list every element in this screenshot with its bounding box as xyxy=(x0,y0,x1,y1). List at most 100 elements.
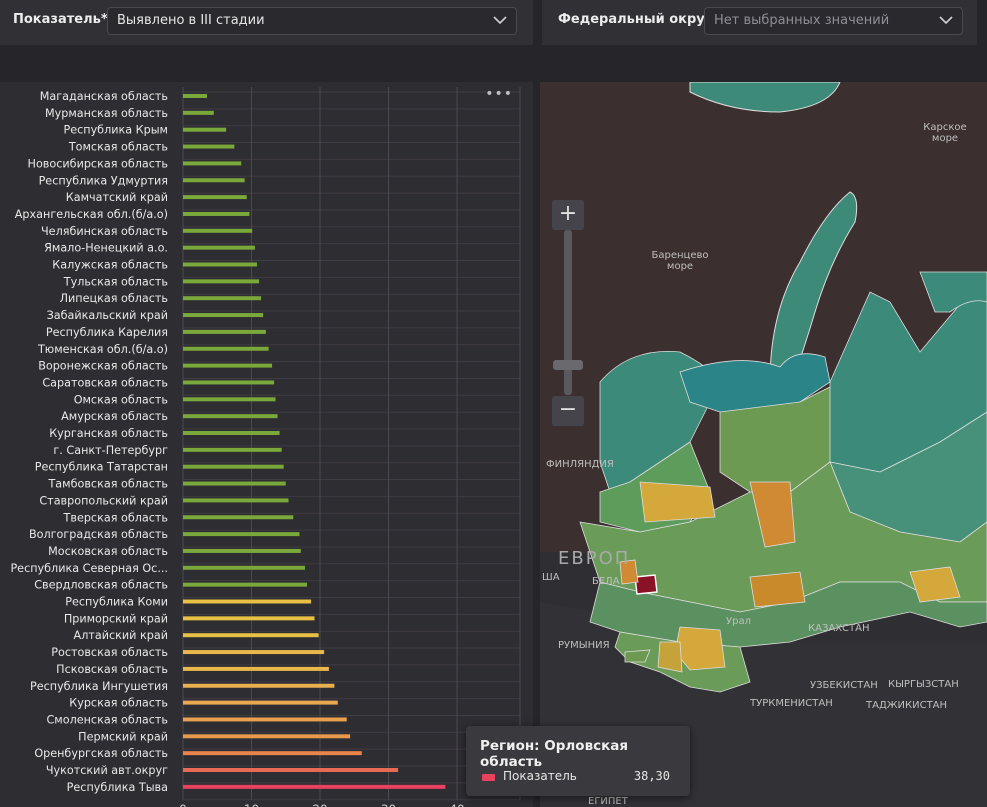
bar[interactable] xyxy=(183,414,278,419)
map-label-egypt: ЕГИПЕТ xyxy=(588,796,628,807)
bar[interactable] xyxy=(183,498,289,503)
district-select[interactable]: Нет выбранных значений xyxy=(704,7,963,35)
bar[interactable] xyxy=(183,279,260,284)
more-menu-icon[interactable]: ••• xyxy=(485,86,513,102)
bar[interactable] xyxy=(183,329,266,334)
bar[interactable] xyxy=(183,211,250,216)
category-label: Псковская область xyxy=(56,663,168,676)
bar[interactable] xyxy=(183,633,319,638)
region-orenburg xyxy=(749,571,806,608)
indicator-select-value: Выявлено в III стадии xyxy=(117,13,265,28)
x-tick-label: 30 xyxy=(381,803,396,807)
x-tick-label: 20 xyxy=(312,803,327,807)
category-label: Тверская область xyxy=(63,511,168,524)
bar[interactable] xyxy=(183,683,335,688)
bar[interactable] xyxy=(183,127,227,132)
category-label: Республика Тыва xyxy=(67,781,168,794)
category-label: Пермский край xyxy=(78,730,168,743)
bar[interactable] xyxy=(183,94,207,98)
category-label: Забайкальский край xyxy=(47,309,168,322)
bar[interactable] xyxy=(183,700,338,705)
bar[interactable] xyxy=(183,397,276,402)
region-crimea xyxy=(624,649,651,663)
bar[interactable] xyxy=(183,380,275,385)
region-nenets xyxy=(679,353,831,413)
category-label: Свердловская область xyxy=(34,579,168,592)
category-label: Ростовская область xyxy=(51,646,168,659)
category-label: Омская область xyxy=(74,393,168,406)
bar[interactable] xyxy=(183,262,257,267)
category-label: Республика Ингушетия xyxy=(30,680,168,693)
region-arkhangelsk-yellow xyxy=(639,481,716,523)
bar[interactable] xyxy=(183,565,305,570)
bar[interactable] xyxy=(183,447,282,452)
category-label: Амурская область xyxy=(61,410,168,423)
bar[interactable] xyxy=(183,532,300,537)
map-label-bela: БЕЛА xyxy=(592,576,620,587)
bar[interactable] xyxy=(183,616,315,621)
bar[interactable] xyxy=(183,245,255,250)
bar[interactable] xyxy=(183,515,294,520)
bar[interactable] xyxy=(183,784,446,789)
bar[interactable] xyxy=(183,296,262,301)
category-label: Магаданская область xyxy=(40,90,168,103)
chevron-down-icon xyxy=(939,16,953,25)
bar[interactable] xyxy=(183,161,242,166)
category-label: Республика Северная Ос... xyxy=(10,562,168,575)
category-label: Челябинская область xyxy=(41,225,168,238)
category-label: Чукотский авт.округ xyxy=(46,764,168,777)
bar[interactable] xyxy=(183,228,253,233)
bar[interactable] xyxy=(183,666,329,671)
map-label-uzbekistan: УЗБЕКИСТАН xyxy=(810,680,878,691)
region-kursk xyxy=(619,559,639,585)
bar[interactable] xyxy=(183,599,312,604)
indicator-filter-bar: Показатель* Выявлено в III стадии xyxy=(0,0,533,45)
bar[interactable] xyxy=(183,110,214,115)
bar[interactable] xyxy=(183,431,280,435)
region-map[interactable]: Карское море Баренцево море ФИНЛЯНДИЯ ЕВ… xyxy=(540,82,987,807)
bar[interactable] xyxy=(183,178,245,183)
bar[interactable] xyxy=(183,346,269,351)
category-label: Саратовская область xyxy=(42,376,168,389)
region-altai xyxy=(909,566,961,603)
category-label: Курская область xyxy=(69,697,168,710)
bar[interactable] xyxy=(183,144,235,149)
bar[interactable] xyxy=(183,582,307,587)
bar[interactable] xyxy=(183,650,325,655)
category-label: Алтайский край xyxy=(74,629,168,642)
chevron-down-icon xyxy=(493,16,507,25)
bar-chart-panel: 0 10 20 30 40 Магаданская область Мурманская о… xyxy=(0,82,533,807)
map-label-kazakhstan: КАЗАХСТАН xyxy=(808,623,870,634)
category-label: Смоленская область xyxy=(46,713,168,726)
category-label: Московская область xyxy=(48,545,168,558)
zoom-in-button[interactable]: + xyxy=(552,200,584,230)
category-label: Республика Татарстан xyxy=(35,461,168,474)
category-label: Тюменская обл.(б/а.о) xyxy=(37,343,168,356)
bar[interactable] xyxy=(183,313,264,318)
x-tick-label: 0 xyxy=(179,803,187,807)
bar[interactable] xyxy=(183,548,301,553)
region-novaya-zemlya xyxy=(769,191,858,404)
bar[interactable] xyxy=(183,768,399,772)
bar[interactable] xyxy=(183,717,347,722)
bar[interactable] xyxy=(183,363,273,368)
category-label: Оренбургская область xyxy=(34,747,168,760)
category-label: Республика Крым xyxy=(63,124,168,137)
category-label: Калужская область xyxy=(52,259,168,272)
bar-chart: 0 10 20 30 40 Магаданская область Мурманская о… xyxy=(10,87,521,807)
zoom-slider-handle[interactable] xyxy=(553,360,583,370)
indicator-select[interactable]: Выявлено в III стадии xyxy=(107,7,517,35)
map-canvas[interactable] xyxy=(540,82,987,807)
bar[interactable] xyxy=(183,464,284,469)
bar[interactable] xyxy=(183,734,351,739)
category-label: Мурманская область xyxy=(45,107,168,120)
bar[interactable] xyxy=(183,751,362,756)
zoom-out-button[interactable]: − xyxy=(552,396,584,426)
category-label: Воронежская область xyxy=(38,360,168,373)
category-label: г. Санкт-Петербург xyxy=(53,444,168,457)
bar[interactable] xyxy=(183,195,247,200)
map-label-tajikistan: ТАДЖИКИСТАН xyxy=(866,700,948,711)
category-label: Ямало-Ненецкий а.о. xyxy=(44,242,168,255)
zoom-slider-track[interactable] xyxy=(564,230,572,395)
bar[interactable] xyxy=(183,481,286,486)
